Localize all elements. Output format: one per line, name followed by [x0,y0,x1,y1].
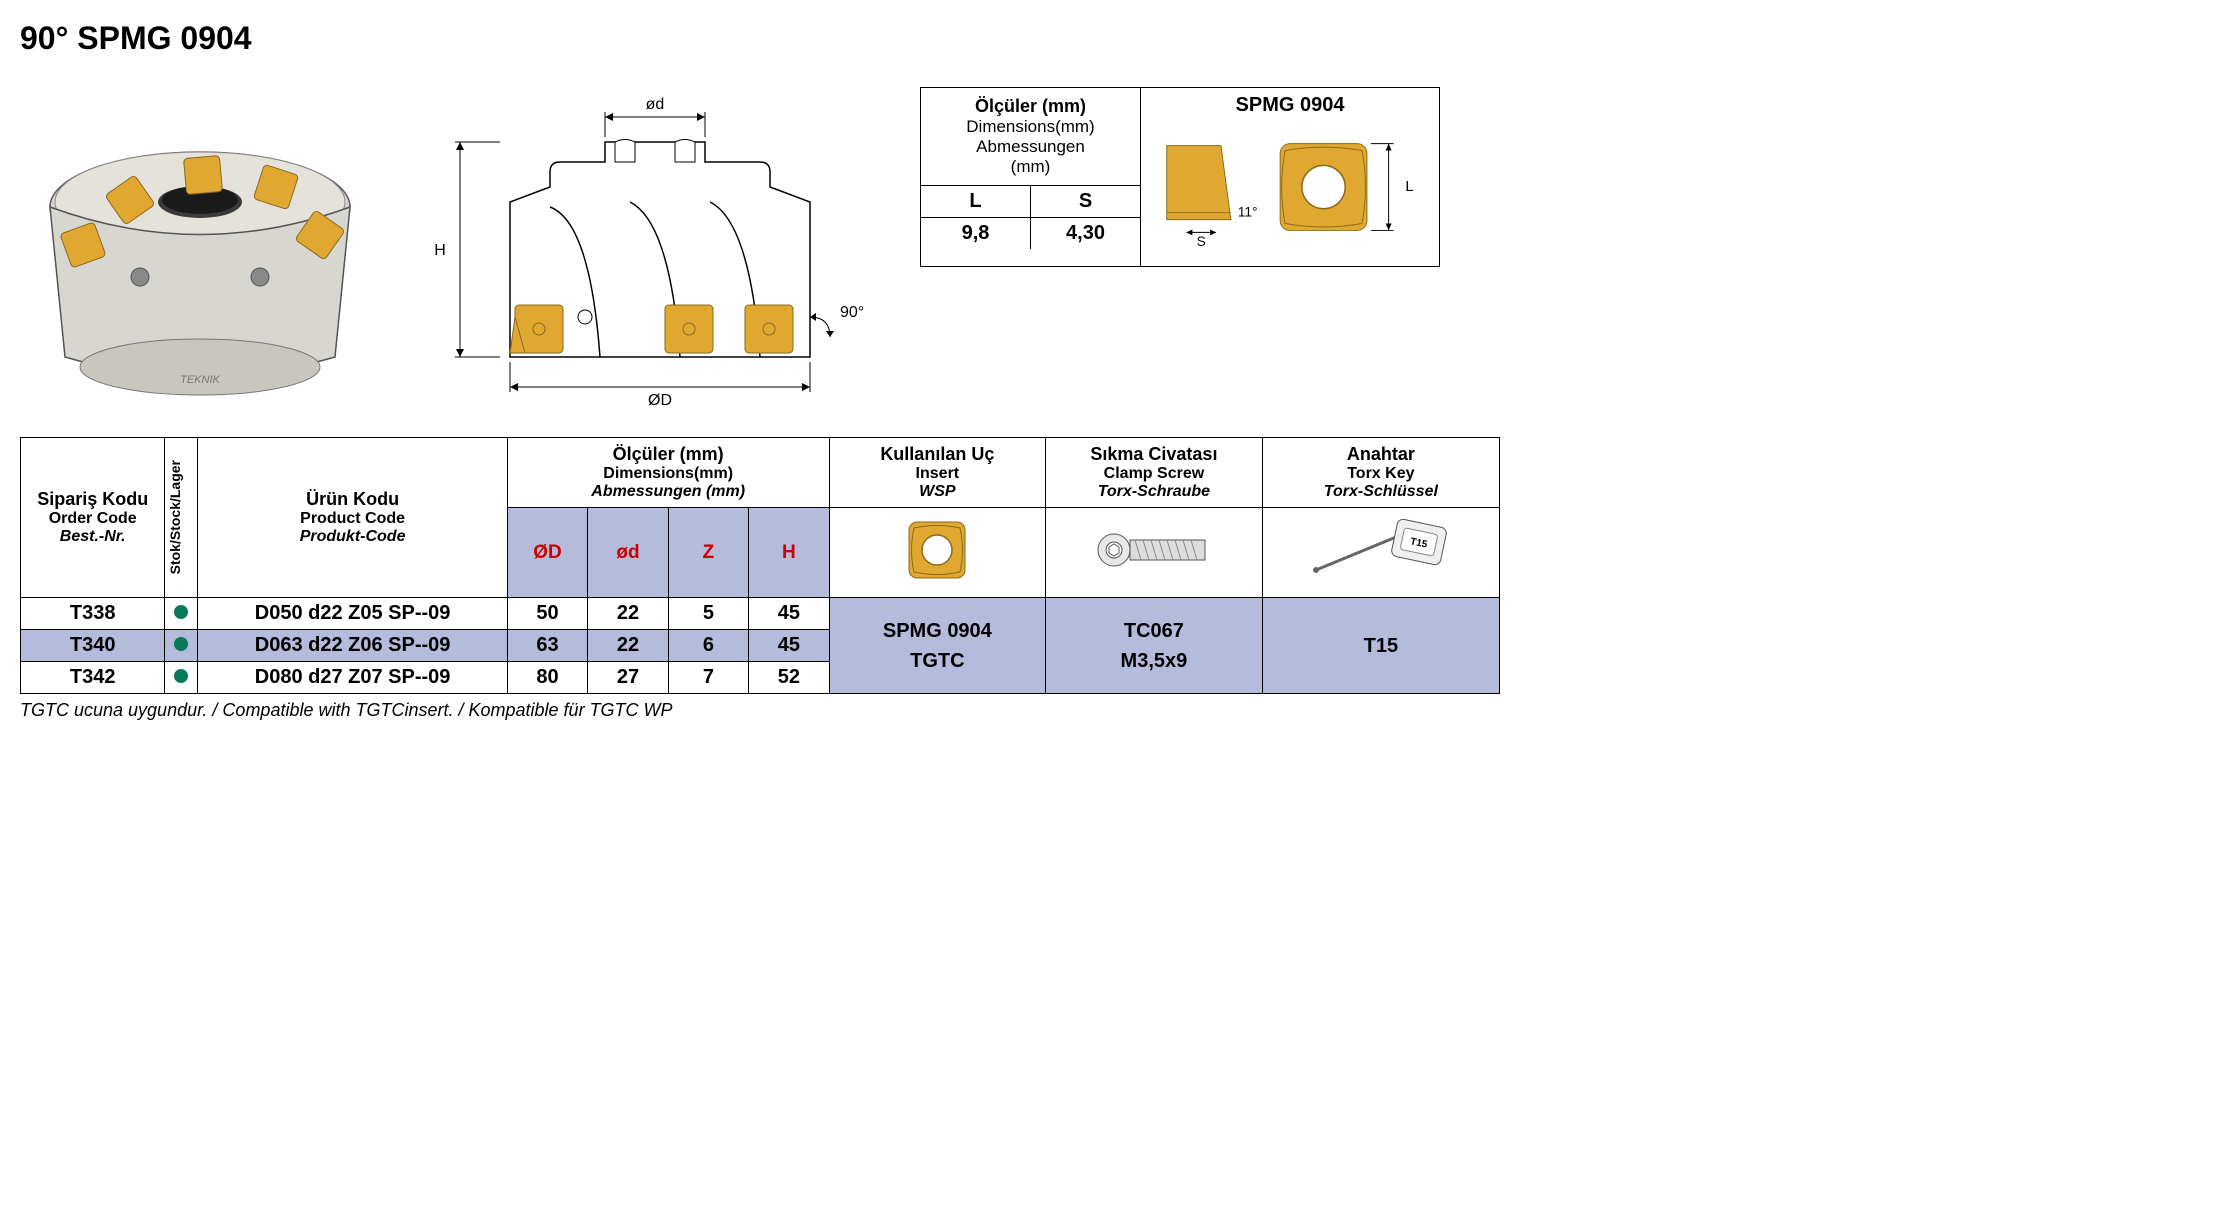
subhdr-Z: Z [668,508,748,598]
hdr-order: Sipariş Kodu Order Code Best.-Nr. [21,438,165,598]
cell-stock [165,630,198,662]
stock-dot-icon [174,669,188,683]
hdr-key: Anahtar Torx Key Torx-Schlüssel [1262,438,1499,508]
screw-icon [1089,520,1219,580]
cell-od: 27 [588,662,668,694]
key-icon-cell: T15 [1262,508,1499,598]
hdr-stock: Stok/Stock/Lager [165,438,198,598]
spec-header-sub2: Abmessungen [925,137,1136,157]
top-section: TEKNIK ød H [20,87,1500,417]
stock-dot-icon [174,605,188,619]
cell-stock [165,598,198,630]
svg-text:ØD: ØD [648,392,672,409]
cell-order: T338 [21,598,165,630]
insert-icon [901,514,973,586]
hdr-screw: Sıkma Civatası Clamp Screw Torx-Schraube [1046,438,1263,508]
hdr-insert: Kullanılan Uç Insert WSP [829,438,1046,508]
cell-Z: 5 [668,598,748,630]
cell-H: 52 [749,662,829,694]
spec-header-bold: Ölçüler (mm) [925,96,1136,117]
cell-Z: 7 [668,662,748,694]
cell-product: D080 d27 Z07 SP--09 [198,662,507,694]
spec-box: Ölçüler (mm) Dimensions(mm) Abmessungen … [920,87,1440,267]
svg-text:S: S [1197,234,1206,249]
insert-diagram-icon: 11° S L [1147,125,1433,255]
merged-key: T15 [1262,598,1499,694]
insert-icon-cell [829,508,1046,598]
spec-val-L: 9,8 [921,218,1030,249]
table-row: T338 D050 d22 Z05 SP--09 50 22 5 45 SPMG… [21,598,1500,630]
cell-OD: 50 [507,598,587,630]
cell-od: 22 [588,630,668,662]
cell-OD: 63 [507,630,587,662]
cell-Z: 6 [668,630,748,662]
svg-text:11°: 11° [1238,205,1258,220]
screw-icon-cell [1046,508,1263,598]
main-table: Sipariş Kodu Order Code Best.-Nr. Stok/S… [20,437,1500,694]
cell-od: 22 [588,598,668,630]
cell-stock [165,662,198,694]
cell-H: 45 [749,598,829,630]
svg-text:L: L [1405,179,1413,195]
merged-screw: TC067M3,5x9 [1046,598,1263,694]
spec-header-sub3: (mm) [925,157,1136,177]
cell-order: T340 [21,630,165,662]
hdr-product: Ürün Kodu Product Code Produkt-Code [198,438,507,598]
subhdr-H: H [749,508,829,598]
spec-col-S: S [1030,186,1140,217]
technical-diagram: ød H [410,87,890,417]
spec-val-S: 4,30 [1030,218,1140,249]
subhdr-od: ød [588,508,668,598]
svg-text:90°: 90° [840,304,864,321]
cell-order: T342 [21,662,165,694]
cell-product: D063 d22 Z06 SP--09 [198,630,507,662]
cell-H: 45 [749,630,829,662]
spec-col-L: L [921,186,1030,217]
subhdr-OD: ØD [507,508,587,598]
footnote: TGTC ucuna uygundur. / Compatible with T… [20,700,1500,721]
cell-product: D050 d22 Z05 SP--09 [198,598,507,630]
spec-header-sub1: Dimensions(mm) [925,117,1136,137]
stock-dot-icon [174,637,188,651]
torx-key-icon: T15 [1306,515,1456,585]
product-photo: TEKNIK [20,87,380,417]
merged-insert: SPMG 0904TGTC [829,598,1046,694]
page-title: 90° SPMG 0904 [20,20,1500,57]
cell-OD: 80 [507,662,587,694]
svg-text:ød: ød [646,96,665,113]
hdr-dims: Ölçüler (mm) Dimensions(mm) Abmessungen … [507,438,829,508]
spec-right-title: SPMG 0904 [1147,94,1433,117]
svg-text:H: H [434,242,446,259]
svg-text:TEKNIK: TEKNIK [180,374,220,386]
